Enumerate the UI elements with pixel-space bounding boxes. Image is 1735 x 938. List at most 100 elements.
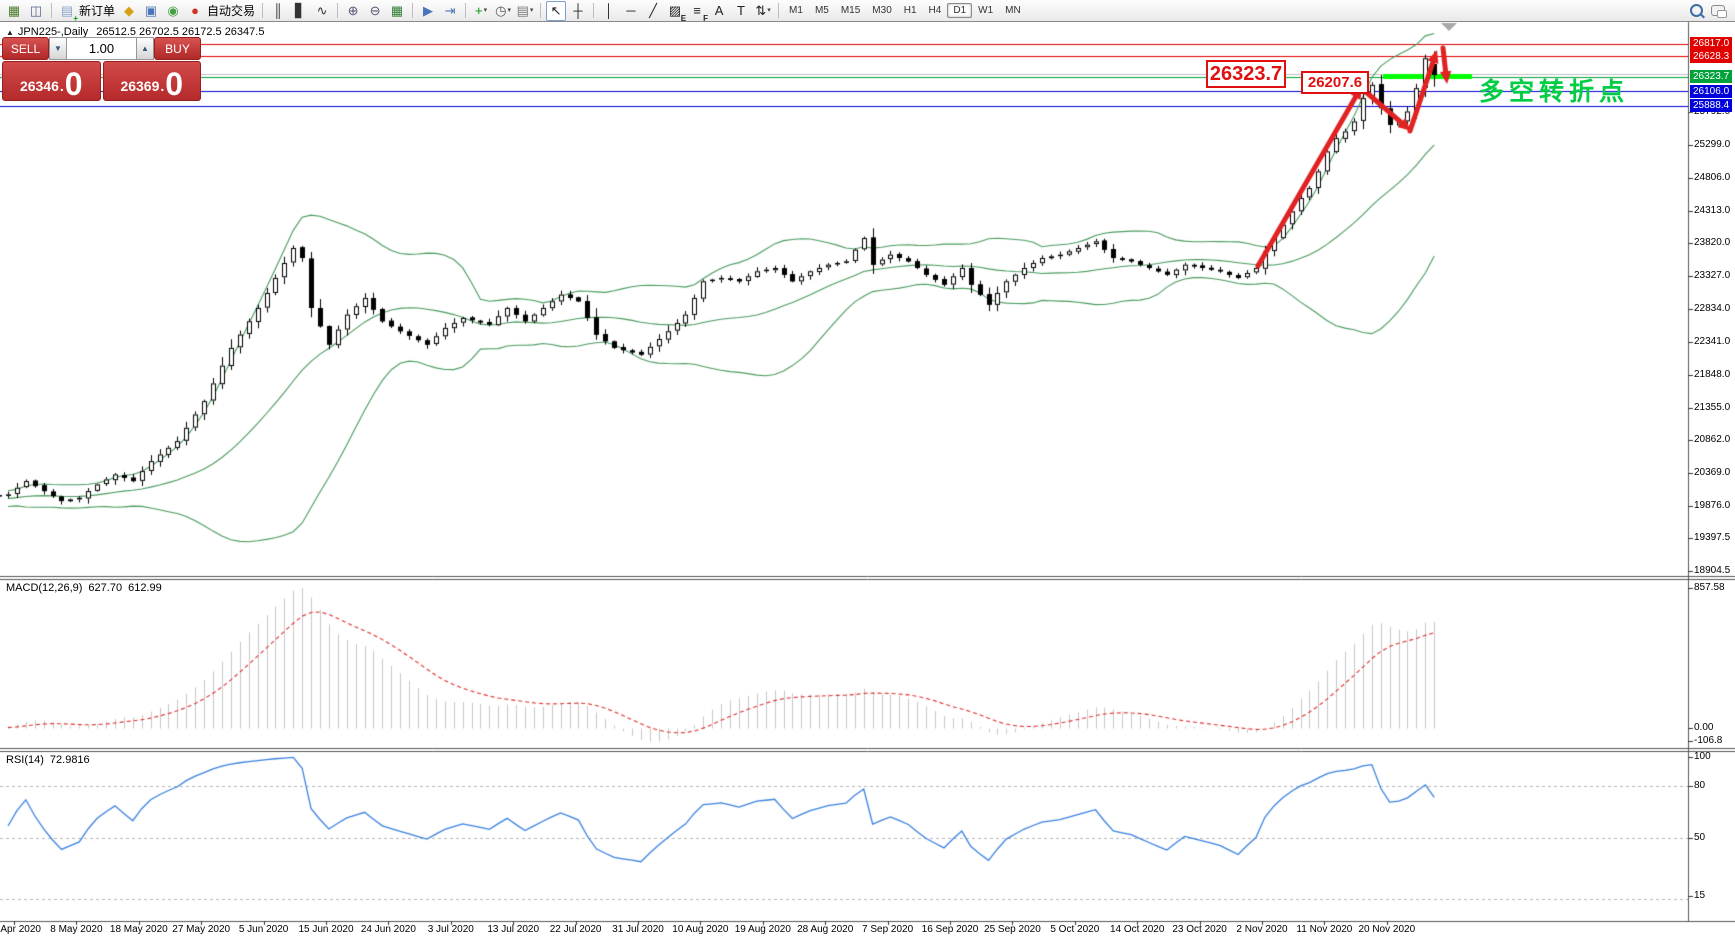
autotrading-icon: ● [191, 3, 199, 18]
price-level-label: 26817.0 [1690, 37, 1733, 51]
templates-icon[interactable]: ▤ ▾ [515, 1, 535, 21]
timeframe-button-M5[interactable]: M5 [814, 5, 829, 16]
buy-button[interactable]: BUY [154, 37, 201, 60]
macd-name: MACD(12,26,9) [6, 582, 83, 594]
tile-windows-icon[interactable]: ▦ [387, 1, 407, 21]
date-tick-label: 3 Jul 2020 [427, 924, 474, 935]
new-order-icon[interactable]: ▤ + [57, 1, 78, 22]
date-tick-label: 2 Nov 2020 [1236, 924, 1288, 935]
trendline-icon: ╱ [649, 3, 657, 18]
date-tick-label: 22 Jul 2020 [549, 924, 602, 935]
zoom-out-icon: ⊖ [369, 3, 381, 18]
zoom-out-icon[interactable]: ⊖ [365, 1, 385, 21]
periods-icon: ◷ [495, 3, 507, 18]
autotrading-icon[interactable]: ● [185, 1, 205, 21]
price-level-label: 26106.0 [1690, 84, 1733, 98]
date-tick-label: 13 Jul 2020 [487, 924, 540, 935]
resistance-level-callout[interactable]: 26323.7 [1206, 60, 1286, 88]
crosshair-icon[interactable]: ┼ [568, 1, 588, 21]
chart-shift-icon[interactable]: ⇥ [440, 1, 460, 21]
timeframe-button-M30[interactable]: M30 [872, 5, 892, 16]
sell-button[interactable]: SELL [2, 37, 49, 60]
timeframe-button-W1[interactable]: W1 [978, 5, 994, 16]
indicators-icon-dropdown[interactable]: ▾ [483, 7, 488, 14]
one-click-trading-widget: SELL ▼ ▲ BUY 26346.0 26369.0 [2, 37, 201, 101]
line-chart-icon[interactable]: ∿ [312, 1, 332, 21]
timeframe-button-H1[interactable]: H1 [903, 5, 917, 16]
templates-icon-dropdown[interactable]: ▾ [529, 7, 534, 14]
macd-main-value: 627.70 [88, 582, 123, 594]
bid-price-panel[interactable]: 26346. 0 [2, 61, 101, 101]
window-collapse-icon[interactable]: ▲ [6, 28, 14, 37]
rsi-indicator-label: RSI(14) 72.9816 [6, 754, 96, 766]
text-icon[interactable]: A [709, 1, 729, 21]
chart-shift-icon: ⇥ [444, 3, 456, 18]
price-tick-label: 21355.0 [1694, 401, 1731, 413]
indicators-icon[interactable]: + ▾ [471, 1, 491, 21]
vertical-line-icon[interactable]: │ [599, 1, 619, 21]
cursor-icon[interactable]: ↖ [546, 0, 567, 21]
price-tick-label: 22341.0 [1694, 335, 1731, 347]
timeframe-button-M15[interactable]: M15 [840, 5, 861, 16]
bar-chart-icon[interactable]: ║ [268, 1, 288, 21]
date-tick-label: 27 May 2020 [172, 924, 231, 935]
volume-decrease-button[interactable]: ▼ [49, 37, 67, 60]
chat-icon[interactable] [1711, 5, 1727, 18]
horizontal-line-icon[interactable]: ─ [621, 1, 641, 21]
profiles-icon[interactable]: ◫ [26, 1, 46, 21]
price-tick-label: 20369.0 [1694, 467, 1731, 479]
swing-high-level-callout[interactable]: 26207.6 [1301, 71, 1369, 94]
ask-price-panel[interactable]: 26369. 0 [102, 61, 201, 101]
chart-ohlc-values: 26512.5 26702.5 26172.5 26347.5 [96, 26, 265, 38]
macd-tick-label: 857.58 [1694, 582, 1725, 593]
date-tick-label: 11 Nov 2020 [1296, 924, 1353, 935]
date-tick-label: 28 Aug 2020 [797, 924, 854, 935]
zoom-in-icon[interactable]: ⊕ [343, 1, 363, 21]
trendline-icon[interactable]: ╱ [643, 1, 663, 21]
auto-scroll-icon[interactable]: ▶ [418, 1, 438, 21]
date-tick-label: 29 Apr 2020 [0, 924, 41, 935]
toolbar-right-group [1686, 4, 1729, 18]
arrows-tool-icon[interactable]: ⇅ ▾ [753, 1, 773, 21]
volume-increase-button[interactable]: ▲ [136, 37, 154, 60]
timeframe-button-H4[interactable]: H4 [928, 5, 942, 16]
candlestick-chart-icon: ▋ [295, 3, 306, 18]
price-tick-label: 24313.0 [1694, 204, 1731, 216]
date-tick-label: 5 Oct 2020 [1050, 924, 1100, 935]
one-click-price-row: 26346. 0 26369. 0 [2, 61, 201, 101]
periods-icon[interactable]: ◷ ▾ [493, 1, 513, 21]
chart-symbol-period: JPN225-,Daily [17, 26, 89, 38]
new-chart-icon[interactable]: ▦ [4, 1, 24, 21]
turning-point-annotation-text[interactable]: 多空转折点 [1479, 78, 1630, 106]
metaeditor-icon[interactable]: ◆ [119, 1, 139, 21]
vertical-line-icon: │ [604, 3, 614, 18]
rsi-name: RSI(14) [6, 754, 44, 766]
crosshair-icon: ┼ [573, 3, 583, 18]
channel-icon-badge: E [680, 13, 687, 23]
candlestick-chart-icon[interactable]: ▋ [290, 1, 310, 21]
date-tick-label: 16 Sep 2020 [921, 924, 979, 935]
fibonacci-icon[interactable]: ≡ F [687, 1, 708, 22]
arrows-tool-icon-dropdown[interactable]: ▾ [767, 7, 771, 14]
toolbar-separator [540, 3, 542, 18]
channel-icon[interactable]: ▨ E [665, 1, 687, 23]
timeframe-button-D1[interactable]: D1 [947, 3, 973, 18]
text-label-icon[interactable]: T [731, 1, 751, 21]
timeframe-button-M1[interactable]: M1 [789, 5, 803, 16]
rsi-tick-label: 80 [1694, 780, 1706, 791]
time-axis[interactable]: 29 Apr 2020 8 May 2020 18 May 2020 27 May 2… [0, 923, 1686, 938]
signals-icon[interactable]: ◉ [163, 1, 183, 21]
search-icon[interactable] [1690, 4, 1703, 17]
periods-icon-dropdown[interactable]: ▾ [507, 7, 511, 14]
date-tick-label: 15 Jun 2020 [298, 924, 354, 935]
timeframe-button-MN[interactable]: MN [1005, 5, 1021, 16]
toolbar-separator [593, 3, 595, 18]
price-tick-label: 20862.0 [1694, 434, 1731, 446]
bid-price-main: 26346 [19, 78, 59, 94]
volume-input[interactable] [67, 37, 136, 60]
price-level-label: 26628.3 [1690, 49, 1733, 63]
experts-icon[interactable]: ▣ [141, 1, 161, 21]
price-tick-label: 22834.0 [1694, 303, 1731, 314]
